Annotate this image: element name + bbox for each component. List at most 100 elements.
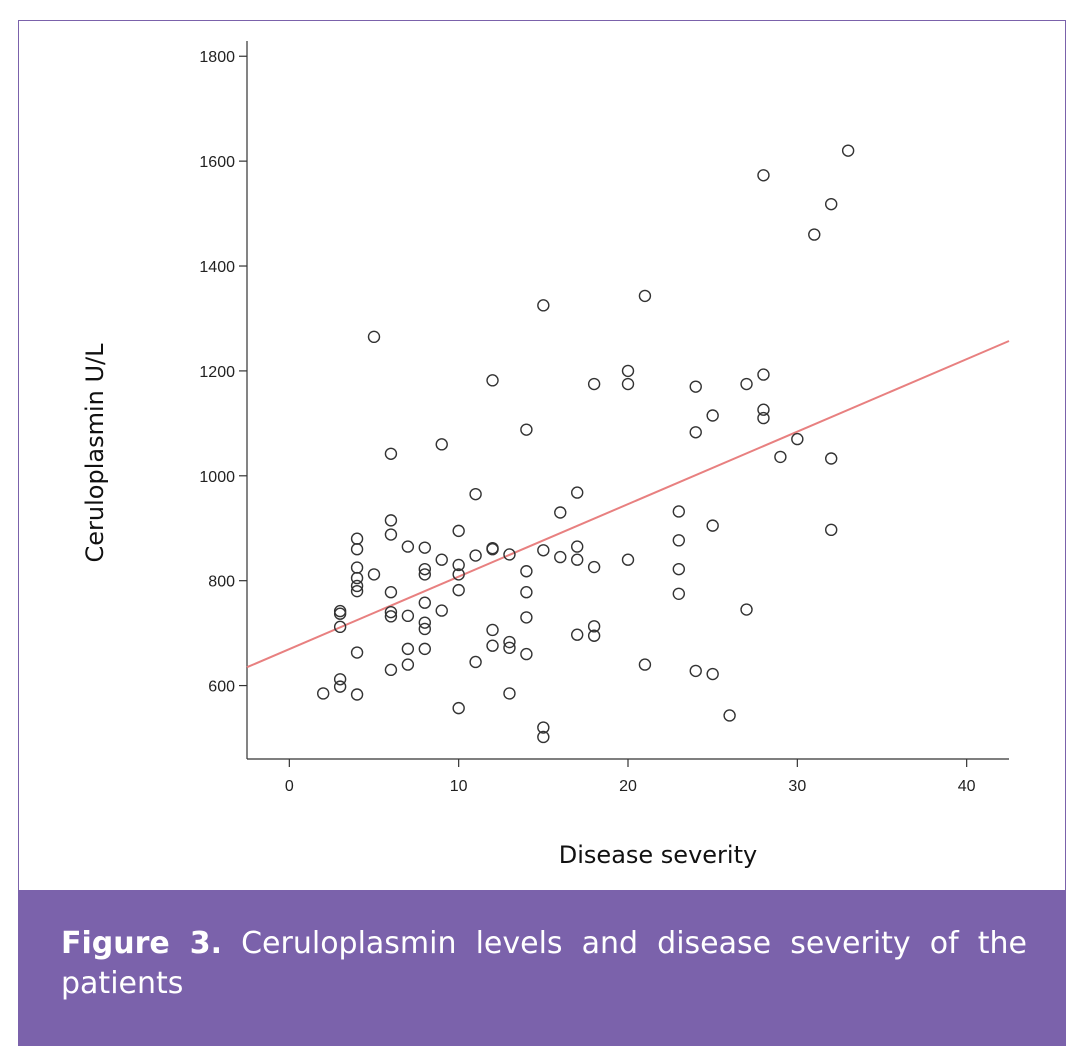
data-point xyxy=(418,596,431,609)
data-point xyxy=(333,673,347,686)
data-point xyxy=(638,289,652,303)
data-point xyxy=(503,641,516,655)
data-point xyxy=(350,646,364,659)
data-point xyxy=(537,299,550,312)
data-point xyxy=(723,709,736,722)
data-point xyxy=(486,623,499,637)
data-point xyxy=(672,587,685,600)
scatter-plot: 600 800 1000 1200 1400 1600 1800 0 10 20 30 40 Disea… xyxy=(81,41,1010,869)
data-point xyxy=(587,560,601,574)
data-point xyxy=(418,562,431,576)
data-point xyxy=(486,639,499,652)
data-point xyxy=(621,553,635,566)
data-point xyxy=(672,505,685,518)
data-point xyxy=(571,486,584,499)
data-point xyxy=(350,532,364,545)
data-point xyxy=(520,586,533,599)
data-point xyxy=(774,450,787,464)
data-point xyxy=(418,541,431,554)
y-tick-label: 1200 xyxy=(199,364,235,381)
data-point xyxy=(537,544,550,557)
y-tick-label: 1400 xyxy=(199,259,235,276)
data-point xyxy=(706,409,719,422)
data-point xyxy=(401,609,415,623)
data-point xyxy=(486,543,499,556)
x-tick-label: 20 xyxy=(619,778,637,795)
data-point xyxy=(333,620,347,634)
data-point xyxy=(469,487,482,501)
data-point xyxy=(520,611,533,624)
data-point xyxy=(418,642,431,656)
data-point xyxy=(384,605,398,619)
y-tick-label: 1600 xyxy=(199,154,235,171)
data-point xyxy=(435,604,448,617)
data-point xyxy=(672,534,685,547)
data-point xyxy=(503,548,516,561)
figure-caption: Figure 3. Ceruloplasmin levels and disea… xyxy=(61,924,1027,1004)
data-point xyxy=(333,604,347,618)
data-point xyxy=(503,687,516,700)
data-point xyxy=(401,658,415,671)
data-point xyxy=(503,635,516,649)
figure-caption-label: Figure 3. xyxy=(61,926,223,961)
x-tick-label: 10 xyxy=(450,778,468,795)
data-point xyxy=(452,558,465,572)
data-point xyxy=(740,377,753,391)
data-point xyxy=(841,144,855,157)
data-point xyxy=(672,562,685,576)
data-point xyxy=(317,687,330,700)
data-point xyxy=(621,364,635,378)
data-point xyxy=(350,584,364,598)
data-point xyxy=(587,620,601,633)
data-point xyxy=(825,523,838,537)
data-point xyxy=(452,568,465,581)
data-point xyxy=(621,377,635,391)
data-point xyxy=(384,514,398,527)
data-point xyxy=(537,721,550,734)
figure-caption-text: Ceruloplasmin levels and disease severit… xyxy=(61,926,1027,1001)
data-point xyxy=(350,543,364,556)
data-point xyxy=(435,553,448,566)
data-point xyxy=(638,658,652,671)
data-point xyxy=(350,688,364,701)
data-point xyxy=(740,603,753,616)
data-point xyxy=(571,628,584,641)
data-point xyxy=(350,561,364,574)
data-point xyxy=(333,607,347,620)
data-point xyxy=(384,586,398,599)
data-point xyxy=(808,228,821,241)
y-tick-label: 1000 xyxy=(199,469,235,486)
data-point xyxy=(520,423,533,436)
data-point xyxy=(706,667,719,681)
data-point xyxy=(825,452,838,465)
data-point xyxy=(706,519,719,532)
data-point xyxy=(571,540,584,553)
data-point xyxy=(757,411,770,425)
data-point xyxy=(401,540,415,553)
y-tick-label: 600 xyxy=(208,679,235,696)
data-point xyxy=(689,426,702,439)
data-point xyxy=(825,197,838,211)
data-point xyxy=(757,368,770,381)
x-tick-label: 30 xyxy=(788,778,806,795)
data-point xyxy=(757,403,770,416)
data-point xyxy=(350,571,364,585)
data-point xyxy=(384,610,398,623)
data-point xyxy=(384,663,398,677)
data-point xyxy=(452,583,465,597)
data-point xyxy=(418,568,431,581)
data-point xyxy=(469,655,482,669)
data-point xyxy=(571,553,584,566)
data-point xyxy=(469,549,482,562)
data-point xyxy=(367,330,381,344)
y-tick-label: 1800 xyxy=(199,49,235,66)
x-tick-label: 40 xyxy=(958,778,976,795)
x-axis-title: Disease severity xyxy=(559,841,757,869)
data-point xyxy=(435,438,448,451)
y-axis-title: Ceruloplasmin U/L xyxy=(81,343,109,563)
data-point xyxy=(401,642,415,656)
data-point xyxy=(367,568,381,581)
data-point xyxy=(537,730,550,744)
figure-caption-box: Figure 3. Ceruloplasmin levels and disea… xyxy=(19,890,1065,1045)
figure-frame: 600 800 1000 1200 1400 1600 1800 0 10 20 30 40 Disea… xyxy=(18,20,1066,1046)
